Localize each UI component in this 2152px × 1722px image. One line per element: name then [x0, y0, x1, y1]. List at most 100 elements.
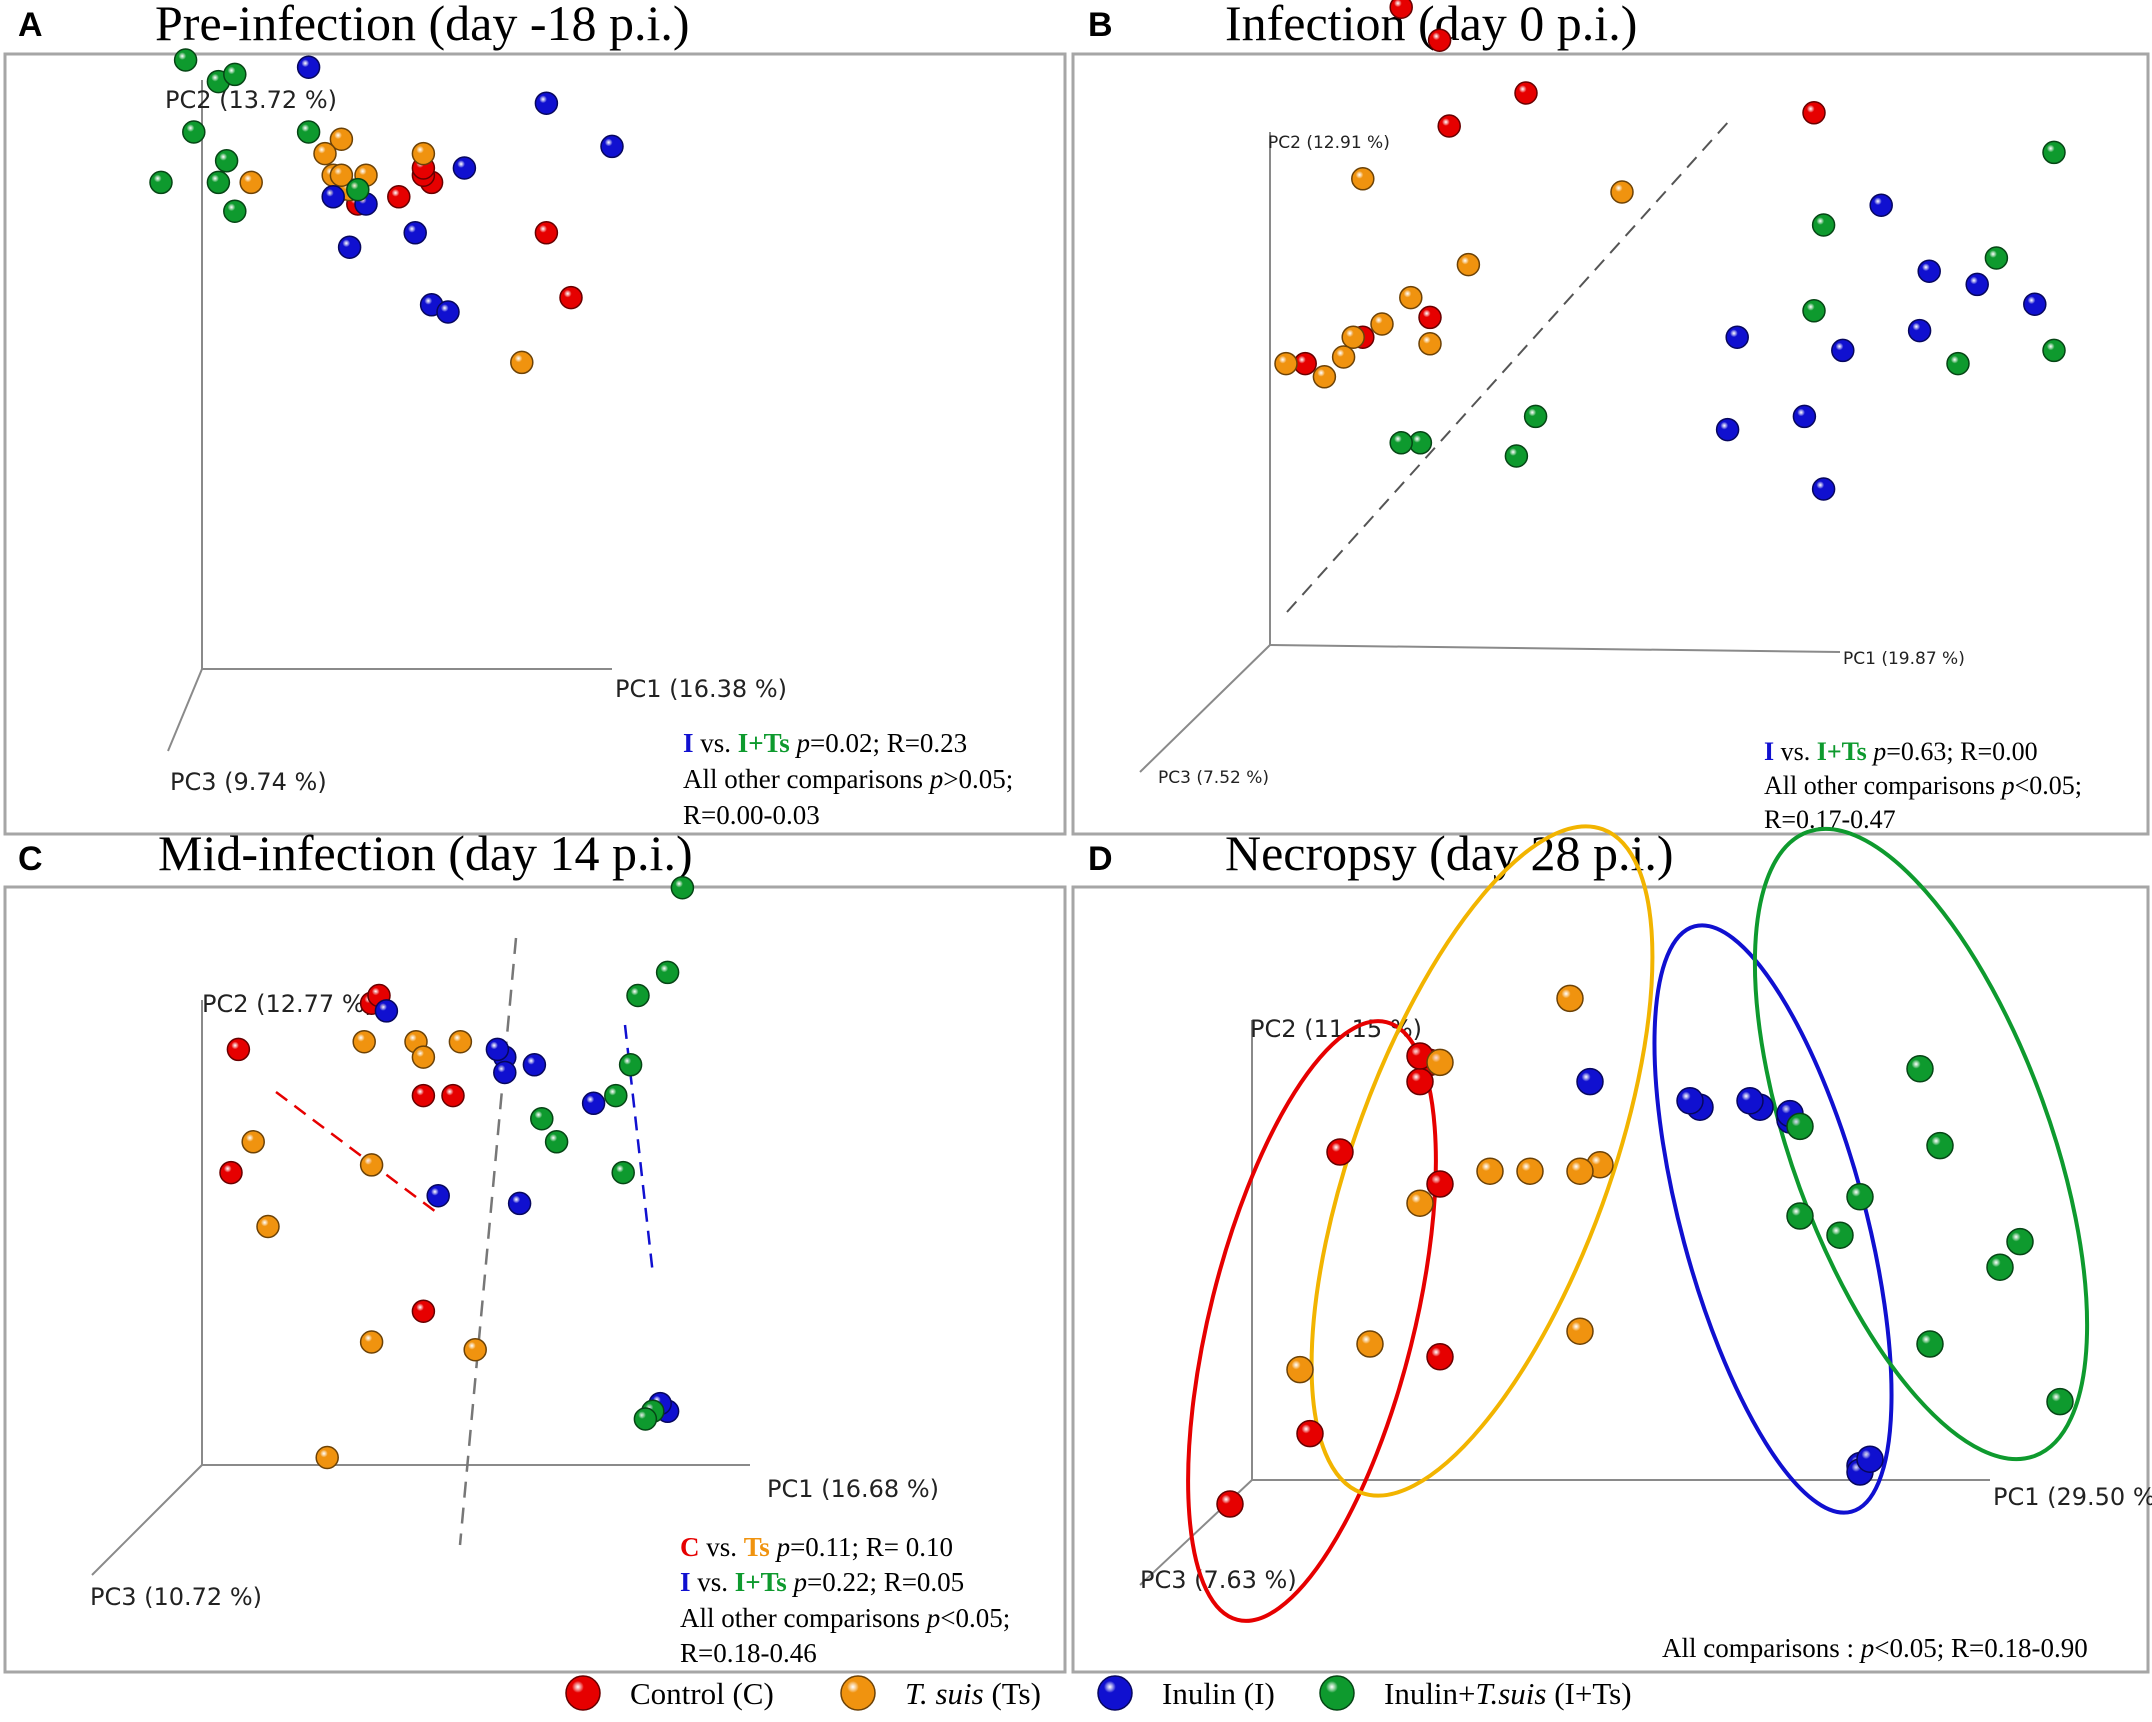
panel-label: A — [18, 6, 43, 44]
data-point — [296, 120, 321, 144]
stat-line: I vs. I+Ts p=0.63; R=0.00 — [1764, 737, 2038, 766]
legend-marker — [1319, 1675, 1355, 1711]
data-point — [1556, 984, 1584, 1013]
pc1-axis-label: PC1 (29.50 %) — [1993, 1483, 2152, 1511]
data-point — [2023, 292, 2047, 316]
pc3-axis — [1139, 644, 1271, 773]
data-point — [1331, 345, 1356, 369]
data-point — [352, 1029, 376, 1054]
data-point — [1356, 1330, 1384, 1358]
data-point — [1516, 1157, 1544, 1185]
data-point — [1296, 1419, 1324, 1448]
data-point — [313, 141, 337, 166]
data-point — [2042, 338, 2066, 363]
data-point — [1418, 332, 1442, 356]
data-point — [1389, 431, 1413, 455]
data-point — [1566, 1317, 1594, 1345]
legend-label: Control (C) — [630, 1676, 774, 1711]
data-point — [1916, 1330, 1944, 1358]
stat-line: R=0.18-0.46 — [680, 1638, 817, 1668]
stat-line: C vs. Ts p=0.11; R= 0.10 — [680, 1532, 953, 1562]
data-point — [633, 1407, 658, 1431]
pc2-axis-label: PC2 (12.77 %) — [202, 990, 374, 1018]
data-point — [1418, 305, 1442, 330]
data-point — [1984, 246, 2009, 270]
panel-B: B Infection (day 0 p.i.)PC2 (12.91 %)PC1 … — [1071, 0, 2150, 836]
data-point — [256, 1214, 280, 1239]
data-point — [1514, 81, 1538, 105]
panel-frame — [1071, 885, 2150, 1674]
data-point — [337, 235, 362, 259]
pc3-axis-label: PC3 (10.72 %) — [90, 1583, 262, 1611]
stat-line: All comparisons : p<0.05; R=0.18-0.90 — [1662, 1633, 2088, 1663]
data-point — [411, 141, 436, 166]
data-point — [1216, 1490, 1244, 1518]
data-point — [239, 170, 263, 195]
data-point — [559, 285, 583, 310]
data-point — [329, 163, 354, 187]
panel-D: D Necropsy (day 28 p.i.)PC2 (11.15 %)PC1 … — [1071, 824, 2152, 1674]
data-point — [1566, 1157, 1594, 1185]
legend-item: Inulin (I) — [1097, 1675, 1275, 1711]
data-point — [1715, 417, 1740, 442]
panel-frame — [3, 885, 1067, 1674]
legend: Control (C) T. suis (Ts) Inulin (I) Inulin+… — [565, 1675, 1632, 1711]
stat-line: All other comparisons p<0.05; — [1764, 771, 2082, 800]
data-point — [1986, 1253, 2014, 1281]
data-point — [206, 170, 231, 195]
data-point — [182, 120, 206, 144]
legend-label: Inulin (I) — [1162, 1676, 1275, 1711]
data-point — [448, 1029, 473, 1054]
data-point — [510, 350, 534, 375]
data-point — [530, 1106, 554, 1131]
stat-line: All other comparisons p<0.05; — [680, 1603, 1010, 1633]
data-point — [1576, 1067, 1604, 1096]
pc3-axis — [167, 668, 203, 752]
data-point — [611, 1160, 635, 1185]
data-point — [214, 149, 239, 173]
data-point — [1926, 1131, 1954, 1160]
data-point — [329, 127, 354, 151]
data-point — [604, 1083, 628, 1108]
data-point — [1725, 325, 1749, 349]
data-point — [1802, 101, 1826, 125]
inulin-separator — [623, 1024, 655, 1276]
panel-title: Pre-infection (day -18 p.i.) — [155, 0, 690, 51]
pc1-axis-label: PC1 (16.68 %) — [767, 1475, 939, 1503]
data-point — [626, 983, 650, 1008]
data-point — [600, 134, 624, 159]
control-ellipse — [1186, 1019, 1438, 1623]
data-point — [534, 221, 559, 245]
data-point — [436, 300, 460, 324]
legend-item: Inulin+T.suis (I+Ts) — [1319, 1675, 1632, 1711]
data-point — [522, 1053, 547, 1077]
data-point — [315, 1445, 339, 1470]
data-point — [149, 170, 173, 195]
control-ts-separator — [275, 1091, 437, 1213]
panel-frame — [3, 52, 1067, 836]
panel-label: D — [1088, 840, 1113, 878]
data-point — [411, 1083, 436, 1108]
data-point — [1831, 338, 1855, 363]
data-point — [1786, 1202, 1814, 1230]
data-point — [1312, 365, 1337, 389]
data-point — [411, 1045, 436, 1069]
panel-frame — [1071, 52, 2150, 836]
legend-item: Control (C) — [565, 1675, 774, 1711]
data-point — [1427, 28, 1452, 52]
data-point — [1426, 1048, 1454, 1077]
stat-line: I vs. I+Ts p=0.02; R=0.23 — [683, 728, 967, 758]
data-point — [1437, 114, 1461, 138]
data-point — [493, 1060, 517, 1085]
data-point — [655, 960, 680, 985]
inulin-ts-ellipse — [1752, 826, 2090, 1462]
data-point — [1856, 1445, 1884, 1473]
data-point — [1341, 325, 1365, 349]
pc1-axis — [1269, 644, 1841, 653]
data-point — [1370, 312, 1394, 336]
legend-label: T. suis (Ts) — [905, 1676, 1041, 1711]
panel-label: C — [18, 840, 43, 878]
data-point — [346, 177, 370, 202]
pc3-axis — [91, 1464, 203, 1576]
